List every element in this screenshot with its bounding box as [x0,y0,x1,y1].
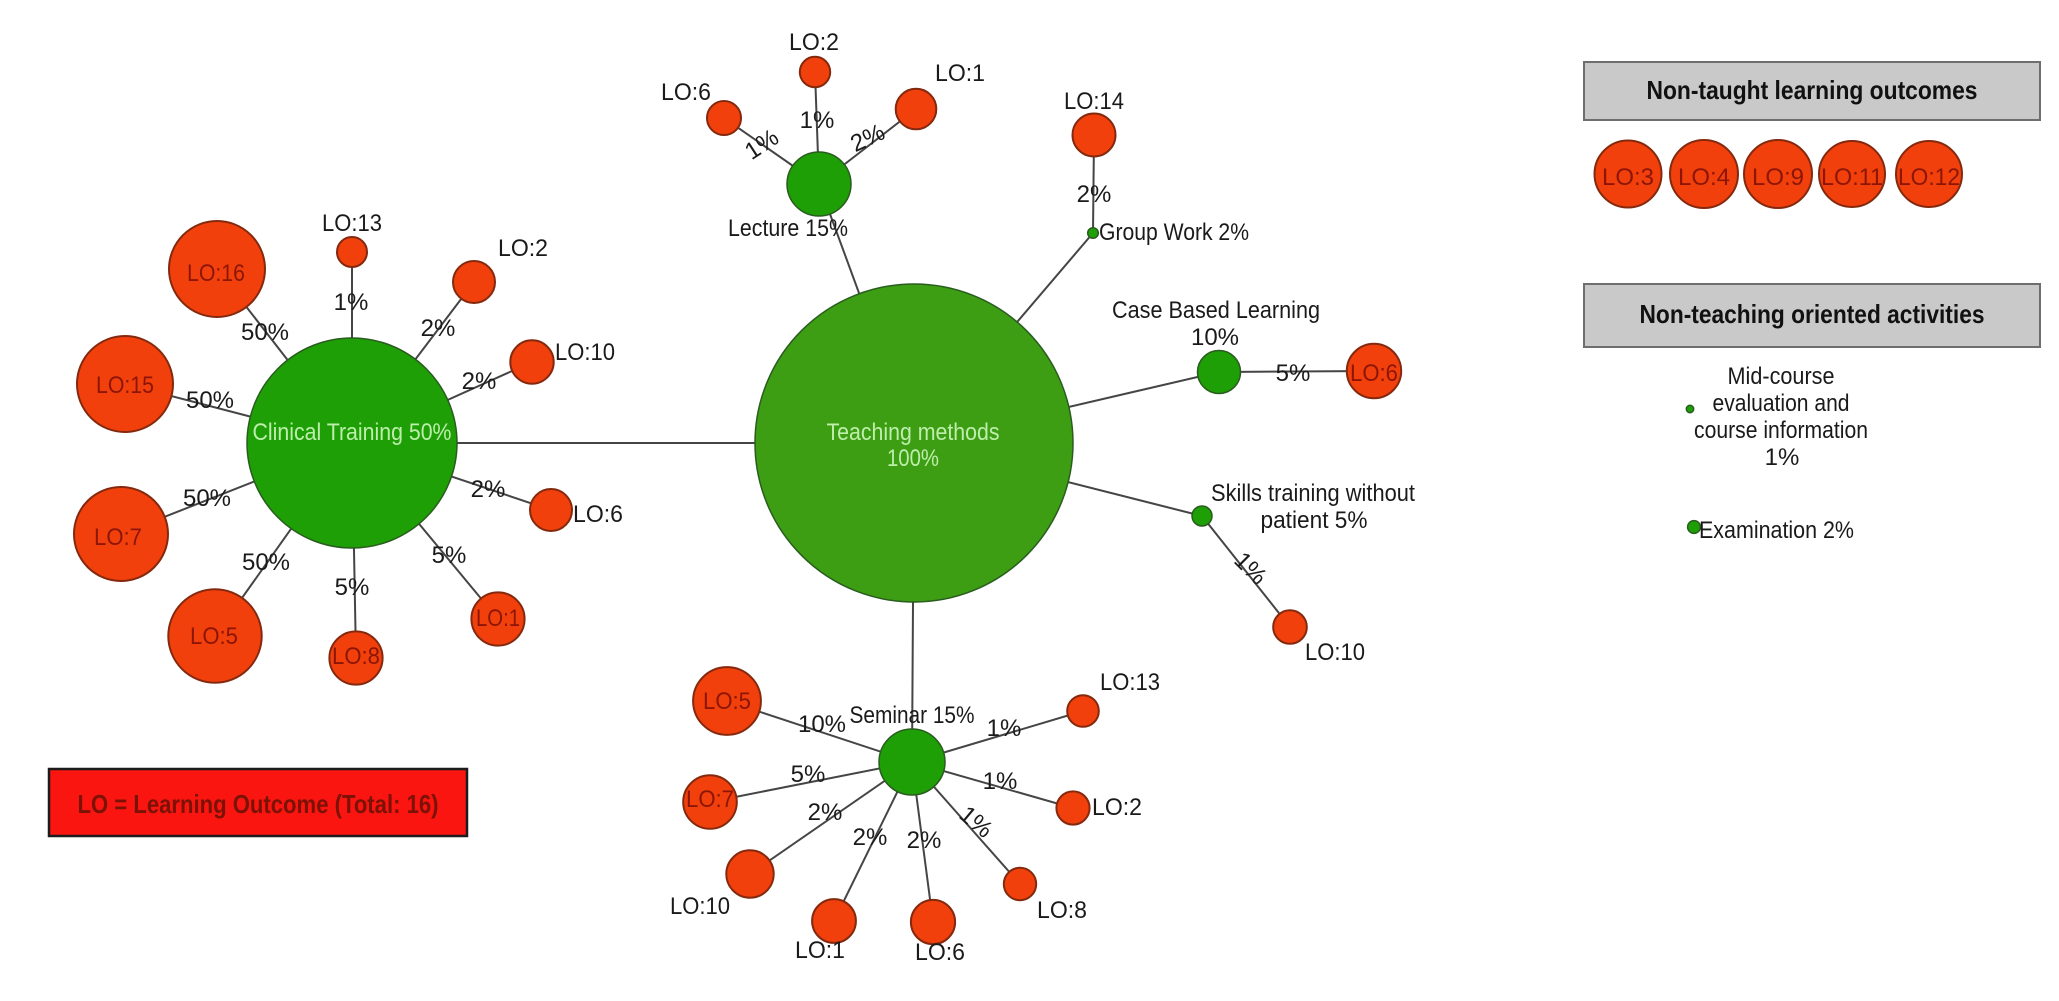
svg-text:LO:2: LO:2 [789,29,839,56]
svg-text:LO:7: LO:7 [94,524,142,551]
svg-text:1%: 1% [1765,444,1800,471]
svg-text:LO:2: LO:2 [1092,794,1142,821]
svg-text:Clinical Training 50%: Clinical Training 50% [253,419,452,446]
svg-text:LO:10: LO:10 [555,339,615,366]
svg-text:Case Based Learning: Case Based Learning [1112,297,1320,324]
svg-text:LO:13: LO:13 [322,210,382,237]
svg-text:LO:1: LO:1 [795,937,845,964]
svg-text:2%: 2% [853,824,888,851]
svg-text:5%: 5% [432,542,467,569]
svg-text:LO:14: LO:14 [1064,88,1124,115]
svg-text:Teaching methods: Teaching methods [827,419,1000,446]
svg-text:Lecture 15%: Lecture 15% [728,215,848,242]
svg-text:LO:10: LO:10 [1305,639,1365,666]
svg-text:Non-teaching oriented activiti: Non-teaching oriented activities [1640,299,1985,329]
svg-text:LO:11: LO:11 [1821,164,1883,191]
svg-text:10%: 10% [1191,324,1239,351]
svg-text:1%: 1% [983,768,1018,795]
svg-text:5%: 5% [791,761,826,788]
svg-text:LO:1: LO:1 [476,605,520,632]
svg-text:LO:13: LO:13 [1100,669,1160,696]
svg-text:Non-taught learning outcomes: Non-taught learning outcomes [1647,75,1978,105]
svg-text:LO:16: LO:16 [187,260,245,287]
svg-text:LO:12: LO:12 [1898,164,1960,191]
svg-text:LO:5: LO:5 [190,623,238,650]
svg-text:LO:6: LO:6 [661,79,711,106]
svg-text:evaluation and: evaluation and [1713,390,1850,417]
svg-text:LO:8: LO:8 [332,643,380,670]
svg-text:LO:15: LO:15 [96,372,154,399]
svg-text:50%: 50% [241,319,289,346]
svg-text:1%: 1% [334,289,369,316]
svg-text:1%: 1% [987,715,1022,742]
svg-text:5%: 5% [335,574,370,601]
svg-text:LO = Learning Outcome (Total:: LO = Learning Outcome (Total: 16) [78,789,439,819]
svg-text:LO:8: LO:8 [1037,897,1087,924]
svg-text:LO:6: LO:6 [1350,360,1398,387]
svg-text:LO:6: LO:6 [573,501,623,528]
svg-text:100%: 100% [887,445,939,472]
svg-text:LO:9: LO:9 [1752,164,1804,191]
svg-text:Mid-course: Mid-course [1728,363,1835,390]
svg-text:course information: course information [1694,417,1868,444]
svg-text:2%: 2% [471,476,506,503]
svg-text:50%: 50% [183,485,231,512]
svg-text:2%: 2% [808,799,843,826]
svg-text:2%: 2% [462,368,497,395]
svg-text:2%: 2% [421,315,456,342]
svg-text:LO:10: LO:10 [670,893,730,920]
svg-text:LO:4: LO:4 [1678,164,1730,191]
svg-text:LO:2: LO:2 [498,235,548,262]
svg-text:5%: 5% [1276,360,1311,387]
svg-text:1%: 1% [800,107,835,134]
svg-text:Examination 2%: Examination 2% [1699,517,1854,544]
svg-text:LO:6: LO:6 [915,939,965,966]
svg-text:LO:1: LO:1 [935,60,985,87]
svg-text:2%: 2% [1077,181,1112,208]
svg-text:LO:5: LO:5 [703,688,751,715]
svg-text:Skills training without: Skills training without [1211,480,1415,507]
svg-text:Group Work 2%: Group Work 2% [1099,219,1249,246]
svg-text:50%: 50% [242,549,290,576]
svg-text:patient 5%: patient 5% [1261,507,1368,534]
svg-text:Seminar 15%: Seminar 15% [850,702,975,729]
svg-text:LO:7: LO:7 [686,786,734,813]
svg-text:50%: 50% [186,387,234,414]
svg-text:LO:3: LO:3 [1602,164,1654,191]
svg-text:2%: 2% [907,827,942,854]
svg-text:10%: 10% [798,711,846,738]
